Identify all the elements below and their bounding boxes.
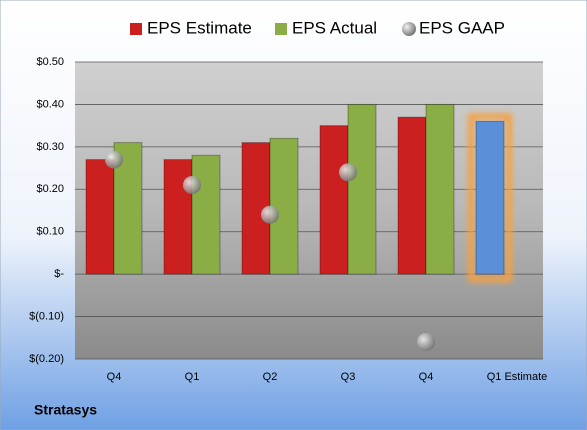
gaap-marker — [339, 163, 357, 182]
y-tick-label: $0.20 — [36, 183, 64, 195]
gaap-marker — [261, 205, 279, 224]
plot-area — [75, 62, 543, 359]
gaap-marker — [105, 150, 123, 169]
y-tick-label: $0.40 — [36, 98, 64, 110]
highlight-glow — [468, 113, 512, 283]
legend-swatch — [275, 23, 287, 35]
bar — [425, 103, 455, 275]
y-tick-label: $- — [54, 268, 64, 280]
y-tick-label: $0.30 — [36, 141, 64, 153]
x-tick-label: Q4 — [419, 371, 434, 383]
bar — [163, 159, 193, 275]
legend-swatch — [130, 23, 142, 35]
bar — [319, 125, 349, 275]
y-tick-label: $(0.10) — [29, 310, 64, 322]
y-tick-label: $0.10 — [36, 226, 64, 238]
y-tick-label: $0.50 — [36, 56, 64, 68]
x-tick-label: Q2 — [263, 371, 278, 383]
bar — [113, 142, 143, 275]
legend-label: EPS Estimate — [147, 18, 252, 37]
legend-swatch — [402, 22, 416, 36]
bar — [347, 103, 377, 275]
legend-label: EPS GAAP — [419, 18, 505, 37]
x-tick-label: Q1 Estimate — [487, 371, 548, 383]
x-tick-label: Q3 — [341, 371, 356, 383]
bar — [475, 120, 505, 275]
bar — [397, 116, 427, 275]
bar — [269, 137, 299, 275]
bar — [85, 159, 115, 275]
gaap-marker — [417, 333, 435, 352]
x-tick-label: Q1 — [185, 371, 200, 383]
bar — [191, 154, 221, 275]
y-tick-label: $(0.20) — [29, 353, 64, 365]
x-tick-label: Q4 — [107, 371, 122, 383]
gaap-marker — [183, 176, 201, 195]
legend-label: EPS Actual — [292, 18, 377, 37]
source: Stratasys — [34, 402, 97, 418]
